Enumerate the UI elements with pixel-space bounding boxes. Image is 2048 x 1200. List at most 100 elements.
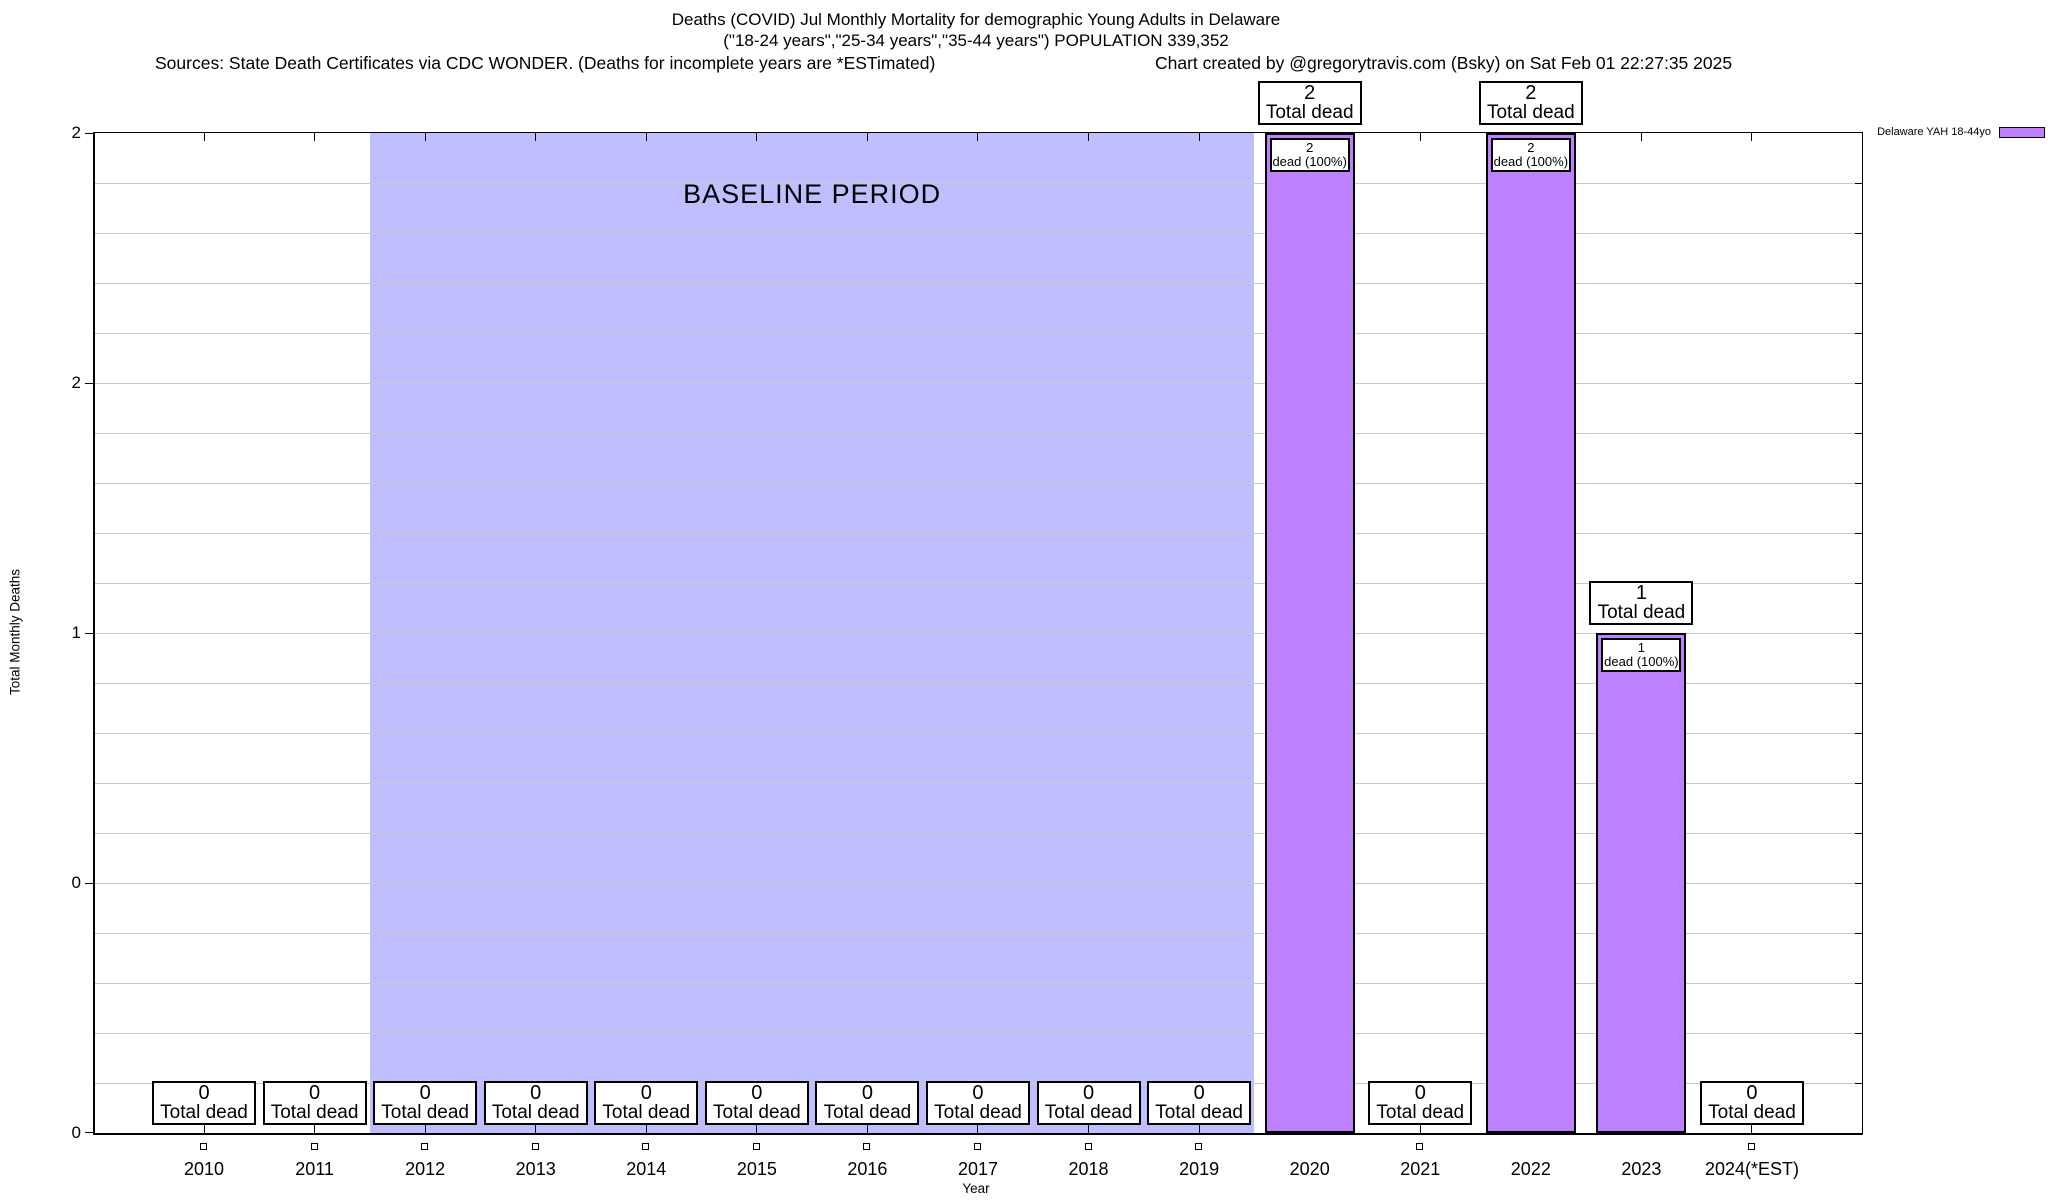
zero-point-marker-2016 [863, 1143, 871, 1150]
gridline [95, 782, 1862, 784]
callout-line: Total dead [160, 1102, 248, 1123]
x-tick-label-2020: 2020 [1289, 1159, 1330, 1179]
callout-leader-line [1419, 1125, 1421, 1133]
bar-inner-label-2020: 2 dead (100%) [1269, 138, 1350, 172]
zero-point-marker-2017 [973, 1143, 981, 1150]
gridline [95, 432, 1862, 434]
callout-leader-line [1751, 1125, 1753, 1133]
callout-line: Total dead [934, 1102, 1022, 1123]
x-tick-label-2018: 2018 [1068, 1159, 1109, 1179]
gridline [95, 632, 1862, 634]
x-tick-label-2021: 2021 [1400, 1159, 1441, 1179]
x-tick-top [756, 133, 758, 141]
x-tick-top [1640, 133, 1642, 141]
y-minor-tick-right [1855, 632, 1862, 634]
x-tick-top [424, 133, 426, 141]
y-minor-tick-right [1855, 1082, 1862, 1084]
gridline [95, 682, 1862, 684]
zero-point-marker-2019 [1195, 1143, 1203, 1150]
y-minor-tick-right [1855, 332, 1862, 334]
y-axis-title: Total Monthly Deaths [7, 568, 23, 696]
zero-point-marker-2014 [642, 1143, 650, 1150]
x-tick-top [203, 133, 205, 141]
total-dead-callout-2016: 0 Total dead [815, 1081, 920, 1125]
bar-inner-label-line: dead (100%) [1272, 154, 1347, 169]
bar-inner-label-line: 1 [1637, 640, 1646, 655]
x-tick-label-2019: 2019 [1179, 1159, 1220, 1179]
callout-line: 2 [1304, 82, 1316, 104]
x-tick-label-2015: 2015 [736, 1159, 777, 1179]
callout-line: 0 [530, 1082, 542, 1104]
bar-inner-label-line: dead (100%) [1493, 154, 1569, 169]
y-major-tick [85, 882, 95, 884]
bar-inner-label-2023: 1 dead (100%) [1601, 638, 1682, 672]
gridline [95, 982, 1862, 984]
y-tick-label: 2 [71, 123, 81, 142]
y-tick-label: 1 [71, 623, 81, 642]
callout-leader-line [1198, 1125, 1200, 1133]
y-minor-tick-right [1855, 832, 1862, 834]
zero-point-marker-2013 [531, 1143, 539, 1150]
total-dead-callout-2012: 0 Total dead [373, 1081, 478, 1125]
bar-2020 [1264, 133, 1355, 1133]
gridline [95, 182, 1862, 184]
callout-line: Total dead [1708, 1102, 1796, 1123]
callout-line: 0 [640, 1082, 652, 1104]
total-dead-callout-2019: 0 Total dead [1147, 1081, 1252, 1125]
plot-area: BASELINE PERIOD 2 2 1 0 0 0 Total dead 2010 0 Tota… [72, 81, 1863, 1179]
sources-note: Sources: State Death Certificates via CD… [155, 53, 936, 73]
zero-point-marker-2021 [1416, 1143, 1424, 1150]
x-tick-label-2014: 2014 [626, 1159, 667, 1179]
bar-2022 [1485, 133, 1576, 1133]
chart-title-line-1: Deaths (COVID) Jul Monthly Mortality for… [671, 10, 1281, 29]
y-minor-tick-right [1855, 232, 1862, 234]
x-tick-top [314, 133, 316, 141]
total-dead-callout-2022: 2 Total dead [1478, 81, 1583, 125]
callout-leader-line [756, 1125, 758, 1133]
x-tick-top [1419, 133, 1421, 141]
callout-leader-line [866, 1125, 868, 1133]
x-tick-label-2024(*EST): 2024(*EST) [1704, 1159, 1799, 1179]
bar-inner-label-line: 2 [1306, 140, 1314, 155]
y-tick-label: 2 [71, 373, 81, 392]
x-tick-top [977, 133, 979, 141]
callout-leader-line [535, 1125, 537, 1133]
gridline [95, 932, 1862, 934]
total-dead-callout-2011: 0 Total dead [262, 1081, 367, 1125]
y-minor-tick-right [1855, 782, 1862, 784]
callout-line: 2 [1525, 82, 1537, 104]
y-minor-tick-right [1855, 682, 1862, 684]
total-dead-callout-2017: 0 Total dead [925, 1081, 1030, 1125]
bar-inner-label-line: dead (100%) [1604, 654, 1679, 669]
y-minor-tick-right [1855, 282, 1862, 284]
callout-line: Total dead [1486, 102, 1575, 123]
callout-line: 0 [972, 1082, 984, 1104]
x-tick-label-2016: 2016 [847, 1159, 888, 1179]
chart-title-line-2: ("18-24 years","25-34 years","35-44 year… [723, 31, 1229, 50]
callout-line: Total dead [1597, 602, 1686, 623]
y-major-tick [85, 1132, 95, 1133]
y-minor-tick-right [1855, 532, 1862, 534]
callout-line: 0 [1414, 1082, 1426, 1104]
x-tick-top [1088, 133, 1090, 141]
callout-line: Total dead [1265, 102, 1354, 123]
x-tick-top [866, 133, 868, 141]
y-minor-tick-right [1855, 432, 1862, 434]
zero-point-marker-2012 [421, 1143, 429, 1150]
callout-line: 0 [751, 1082, 763, 1104]
callout-leader-line [203, 1125, 205, 1133]
callout-line: Total dead [823, 1102, 912, 1123]
x-tick-top [1198, 133, 1200, 141]
legend-series-label: Delaware YAH 18-44yo [1877, 126, 1991, 138]
zero-point-marker-2011 [310, 1143, 318, 1150]
callout-line: 0 [309, 1082, 321, 1104]
total-dead-callout-2018: 0 Total dead [1036, 1081, 1141, 1125]
x-tick-label-2023: 2023 [1621, 1159, 1662, 1179]
callout-line: 1 [1635, 582, 1647, 604]
callout-leader-line [314, 1125, 316, 1133]
total-dead-callout-2014: 0 Total dead [594, 1081, 699, 1125]
y-minor-tick-right [1855, 1032, 1862, 1034]
callout-leader-line [424, 1125, 426, 1133]
y-major-tick [85, 632, 95, 634]
x-axis-title: Year [962, 1181, 990, 1196]
